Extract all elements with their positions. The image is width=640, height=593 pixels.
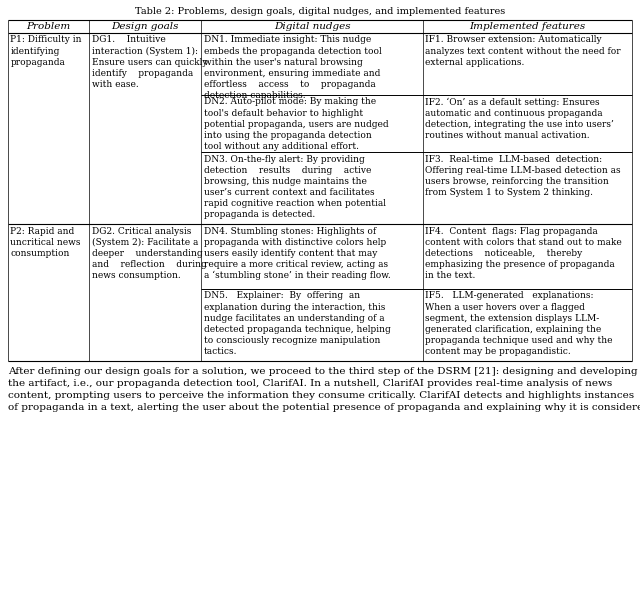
Text: DG2. Critical analysis
(System 2): Facilitate a
deeper    understanding
and    r: DG2. Critical analysis (System 2): Facil… [92,227,206,280]
Text: IF3.  Real-time  LLM-based  detection:
Offering real-time LLM-based detection as: IF3. Real-time LLM-based detection: Offe… [426,155,621,197]
Text: After defining our design goals for a solution, we proceed to the third step of : After defining our design goals for a so… [8,367,640,413]
Text: IF2. ‘On’ as a default setting: Ensures
automatic and continuous propaganda
dete: IF2. ‘On’ as a default setting: Ensures … [426,97,614,140]
Text: Implemented features: Implemented features [469,22,586,31]
Text: IF1. Browser extension: Automatically
analyzes text content without the need for: IF1. Browser extension: Automatically an… [426,36,621,66]
Text: Digital nudges: Digital nudges [274,22,351,31]
Text: Design goals: Design goals [111,22,179,31]
Text: P1: Difficulty in
identifying
propaganda: P1: Difficulty in identifying propaganda [10,36,82,66]
Text: Table 2: Problems, design goals, digital nudges, and implemented features: Table 2: Problems, design goals, digital… [135,7,505,16]
Text: DN5.   Explainer:  By  offering  an
explanation during the interaction, this
nud: DN5. Explainer: By offering an explanati… [204,292,390,356]
Text: IF5.   LLM-generated   explanations:
When a user hovers over a flagged
segment, : IF5. LLM-generated explanations: When a … [426,292,613,356]
Text: DN3. On-the-fly alert: By providing
detection    results    during    active
bro: DN3. On-the-fly alert: By providing dete… [204,155,386,219]
Text: DN2. Auto-pilot mode: By making the
tool's default behavior to highlight
potenti: DN2. Auto-pilot mode: By making the tool… [204,97,388,151]
Text: DG1.    Intuitive
interaction (System 1):
Ensure users can quickly
identify    p: DG1. Intuitive interaction (System 1): E… [92,36,207,89]
Text: DN1. Immediate insight: This nudge
embeds the propaganda detection tool
within t: DN1. Immediate insight: This nudge embed… [204,36,381,100]
Text: DN4. Stumbling stones: Highlights of
propaganda with distinctive colors help
use: DN4. Stumbling stones: Highlights of pro… [204,227,390,280]
Text: P2: Rapid and
uncritical news
consumption: P2: Rapid and uncritical news consumptio… [10,227,81,258]
Text: IF4.  Content  flags: Flag propaganda
content with colors that stand out to make: IF4. Content flags: Flag propaganda cont… [426,227,622,280]
Text: Problem: Problem [26,22,70,31]
